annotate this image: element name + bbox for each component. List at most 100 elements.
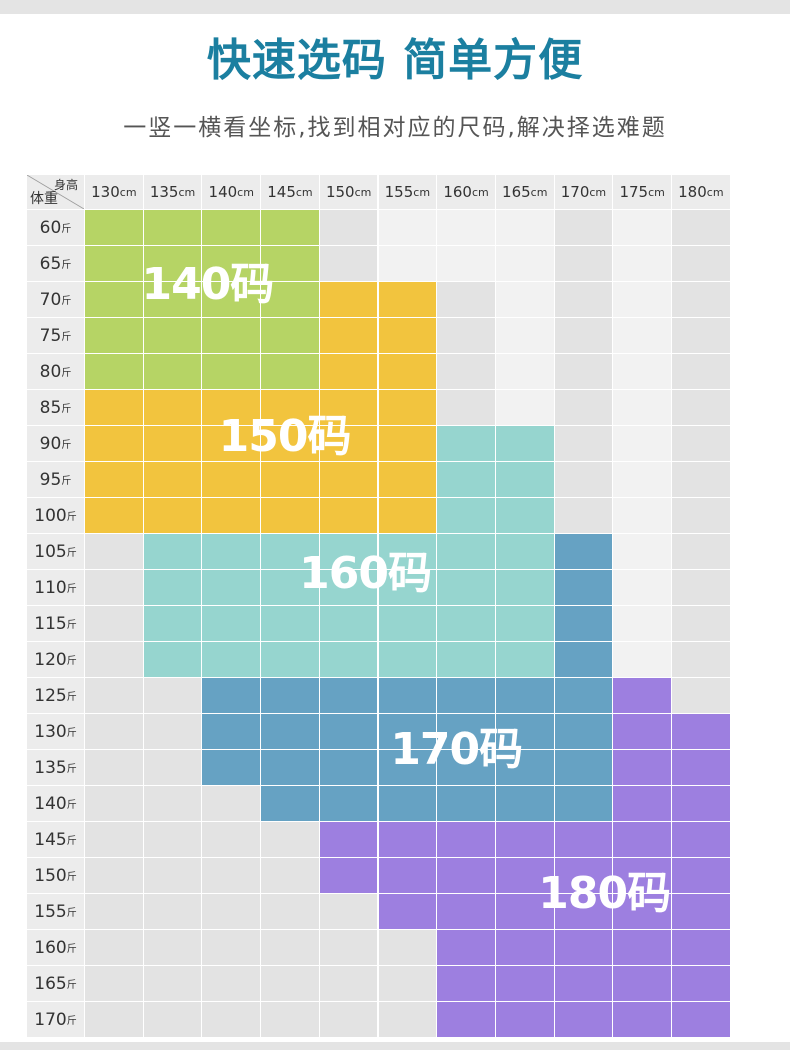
weight-value: 165 — [34, 973, 67, 994]
size-cell — [378, 714, 438, 750]
weight-value: 155 — [34, 901, 67, 922]
empty-cell — [613, 210, 672, 246]
empty-cell — [495, 318, 555, 354]
size-cell — [261, 786, 320, 822]
size-cell — [613, 858, 672, 894]
size-cell — [202, 246, 262, 282]
weight-value: 105 — [34, 541, 67, 562]
size-cell — [613, 750, 672, 786]
empty-cell — [85, 606, 144, 642]
size-cell — [261, 462, 320, 498]
size-cell — [378, 570, 438, 606]
empty-cell — [143, 1002, 203, 1038]
size-cell — [319, 786, 379, 822]
weight-value: 90 — [39, 433, 62, 454]
size-cell — [202, 282, 262, 318]
height-value: 150 — [325, 183, 355, 201]
empty-cell — [437, 246, 496, 282]
size-cell — [378, 606, 438, 642]
weight-header-140: 140 斤 — [27, 786, 85, 822]
empty-cell — [613, 498, 672, 534]
empty-cell — [261, 966, 320, 1002]
weight-value: 60 — [39, 217, 62, 238]
weight-value: 80 — [39, 361, 62, 382]
empty-cell — [202, 966, 262, 1002]
size-cell — [202, 354, 262, 390]
size-cell — [613, 894, 672, 930]
empty-cell — [672, 642, 731, 678]
bottom-stripe — [0, 1042, 790, 1050]
empty-cell — [319, 894, 379, 930]
size-cell — [437, 498, 496, 534]
size-cell — [495, 966, 555, 1002]
size-cell — [319, 858, 379, 894]
size-cell — [437, 534, 496, 570]
height-unit: cm — [706, 185, 724, 199]
size-cell — [437, 750, 496, 786]
weight-header-145: 145 斤 — [27, 822, 85, 858]
weight-header-95: 95 斤 — [27, 462, 85, 498]
empty-cell — [378, 930, 438, 966]
height-unit: cm — [589, 185, 607, 199]
height-value: 170 — [560, 183, 590, 201]
weight-header-155: 155 斤 — [27, 894, 85, 930]
size-cell — [554, 642, 614, 678]
size-cell — [85, 246, 144, 282]
empty-cell — [202, 822, 262, 858]
height-header-180: 180 cm — [672, 175, 731, 210]
height-value: 175 — [619, 183, 649, 201]
height-unit: cm — [354, 185, 372, 199]
weight-unit: 斤 — [66, 656, 77, 667]
size-cell — [202, 462, 262, 498]
size-cell — [495, 606, 555, 642]
height-unit: cm — [530, 185, 548, 199]
size-cell — [495, 1002, 555, 1038]
empty-cell — [85, 894, 144, 930]
size-cell — [378, 282, 438, 318]
size-cell — [613, 822, 672, 858]
size-cell — [261, 750, 320, 786]
size-cell — [202, 534, 262, 570]
size-cell — [378, 750, 438, 786]
size-cell — [143, 534, 203, 570]
weight-header-70: 70 斤 — [27, 282, 85, 318]
height-header-175: 175 cm — [613, 175, 672, 210]
empty-cell — [85, 786, 144, 822]
height-value: 135 — [149, 183, 179, 201]
weight-unit: 斤 — [61, 332, 72, 343]
size-cell — [85, 210, 144, 246]
size-cell — [378, 786, 438, 822]
corner-diagonal — [27, 175, 84, 209]
size-label-1: 140码 — [141, 259, 274, 310]
empty-cell — [613, 606, 672, 642]
size-cell — [495, 570, 555, 606]
size-cell — [437, 786, 496, 822]
empty-cell — [319, 930, 379, 966]
size-label-5: 180码 — [538, 868, 671, 919]
size-cell — [85, 426, 144, 462]
size-cell — [437, 462, 496, 498]
size-cell — [437, 570, 496, 606]
weight-unit: 斤 — [61, 224, 72, 235]
weight-header-120: 120 斤 — [27, 642, 85, 678]
empty-cell — [554, 354, 614, 390]
size-cell — [378, 390, 438, 426]
empty-cell — [261, 822, 320, 858]
weight-value: 110 — [34, 577, 67, 598]
size-cell — [378, 498, 438, 534]
size-cell — [261, 282, 320, 318]
weight-value: 160 — [34, 937, 67, 958]
size-cell — [437, 714, 496, 750]
size-cell — [202, 570, 262, 606]
empty-cell — [85, 534, 144, 570]
size-cell — [319, 390, 379, 426]
empty-cell — [672, 354, 731, 390]
size-cell — [143, 210, 203, 246]
size-cell — [319, 714, 379, 750]
size-cell — [319, 606, 379, 642]
empty-cell — [143, 930, 203, 966]
size-cell — [613, 714, 672, 750]
empty-cell — [672, 246, 731, 282]
weight-header-80: 80 斤 — [27, 354, 85, 390]
weight-header-135: 135 斤 — [27, 750, 85, 786]
